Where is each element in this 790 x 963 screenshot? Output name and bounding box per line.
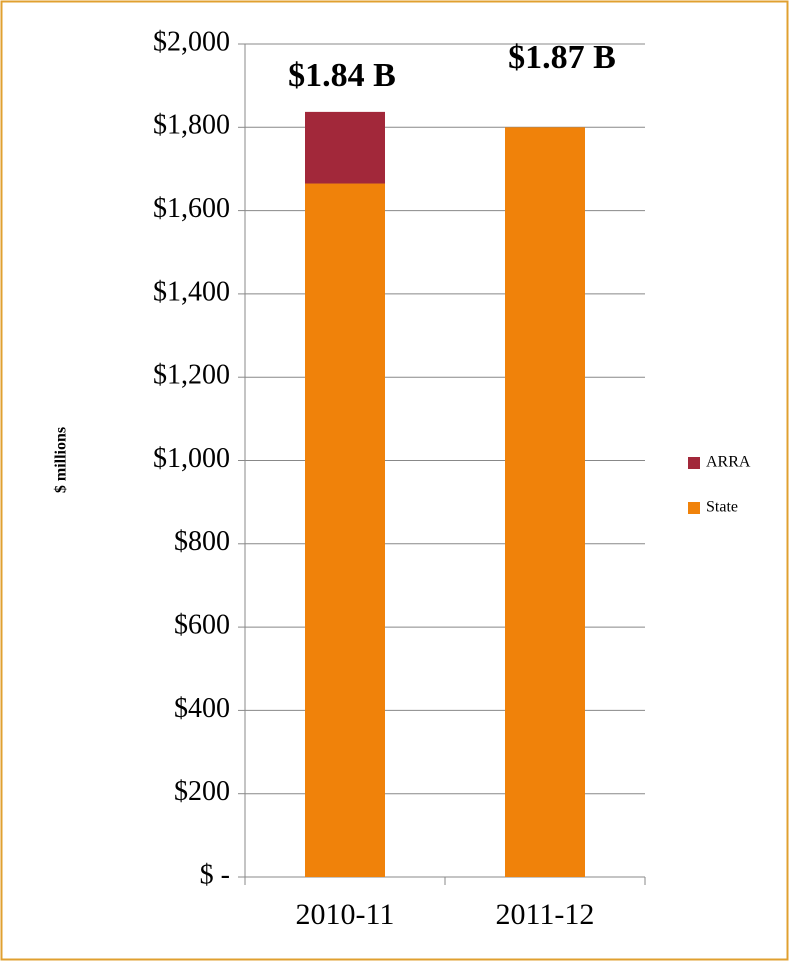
x-tick-label: 2010-11 xyxy=(296,898,395,931)
total-annotation: $1.87 B xyxy=(508,39,616,76)
total-annotation: $1.84 B xyxy=(288,57,396,94)
bar-segment xyxy=(305,111,385,184)
legend-label: State xyxy=(706,499,738,516)
y-tick-label: $200 xyxy=(174,776,230,807)
bar-segment xyxy=(305,183,385,878)
y-tick-label: $ - xyxy=(200,859,230,890)
y-tick-label: $1,200 xyxy=(153,360,230,391)
y-tick-label: $1,400 xyxy=(153,276,230,307)
y-tick-label: $800 xyxy=(174,526,230,557)
y-tick-label: $1,800 xyxy=(153,110,230,141)
y-tick-label: $600 xyxy=(174,610,230,641)
bar-segment xyxy=(505,127,585,878)
y-tick-label: $2,000 xyxy=(153,26,230,57)
legend-label: ARRA xyxy=(706,454,751,471)
y-axis-title: $ millions xyxy=(53,427,70,493)
legend-swatch xyxy=(688,457,700,469)
x-tick-label: 2011-12 xyxy=(496,898,595,931)
y-tick-label: $1,000 xyxy=(153,443,230,474)
legend-swatch xyxy=(688,502,700,514)
y-tick-label: $1,600 xyxy=(153,193,230,224)
y-tick-label: $400 xyxy=(174,693,230,724)
